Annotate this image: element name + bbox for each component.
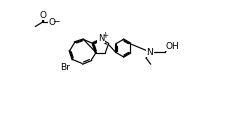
Text: O: O [40,11,47,20]
Text: +: + [102,32,108,38]
Text: Br: Br [60,62,69,71]
Text: O: O [48,18,55,27]
Text: OH: OH [165,42,178,51]
Text: N: N [146,48,153,57]
Text: −: − [52,16,60,25]
Text: N: N [98,34,104,42]
